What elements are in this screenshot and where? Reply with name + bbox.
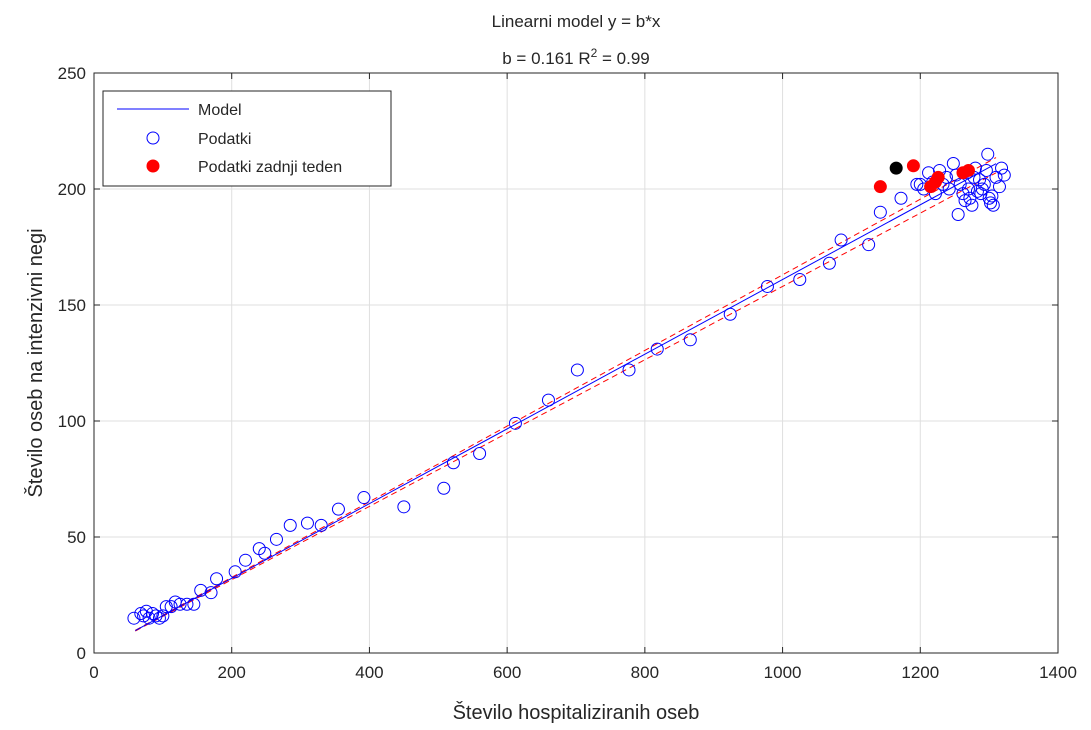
legend-last-week-swatch (146, 159, 160, 173)
data-point (238, 553, 252, 567)
legend: Model Podatki Podatki zadnji teden (102, 90, 392, 187)
data-point (995, 161, 1009, 175)
confidence-lower-line (135, 172, 997, 632)
x-tick-label: 1000 (764, 663, 802, 682)
data-point (570, 363, 584, 377)
data-point (437, 481, 451, 495)
data-point (159, 600, 173, 614)
plot-area-frame (93, 72, 1059, 654)
last-week-point (906, 159, 920, 173)
data-point (985, 189, 999, 203)
data-point (942, 182, 956, 196)
data-point (314, 518, 328, 532)
data-point (977, 177, 991, 191)
data-points (127, 147, 1011, 625)
data-point (228, 565, 242, 579)
data-point (357, 491, 371, 505)
data-point (300, 516, 314, 530)
data-point (961, 182, 975, 196)
data-point (834, 233, 848, 247)
data-point (210, 572, 224, 586)
legend-data-label: Podatki (198, 131, 251, 148)
data-point (982, 191, 996, 205)
data-point (760, 279, 774, 293)
data-point (173, 597, 187, 611)
data-point (508, 416, 522, 430)
y-tick-label: 0 (77, 644, 86, 663)
data-point (910, 177, 924, 191)
chart-subtitle: b = 0.161 R2 = 0.99 (502, 46, 650, 68)
y-tick-label: 50 (67, 528, 86, 547)
last-week-point (931, 170, 945, 184)
latest-point (889, 161, 903, 175)
x-tick-label: 1200 (901, 663, 939, 682)
data-point (793, 272, 807, 286)
y-axis-label: Število oseb na intenzivni negi (24, 228, 47, 497)
data-point (146, 607, 160, 621)
data-point (446, 456, 460, 470)
data-point (180, 597, 194, 611)
data-point (822, 256, 836, 270)
data-point (397, 500, 411, 514)
axis-ticks: 0 200 400 600 800 1000 1200 1400 0 50 100 150 200 250 (58, 64, 1077, 682)
data-point (164, 600, 178, 614)
data-point (986, 198, 1000, 212)
legend-last-week-label: Podatki zadnji teden (198, 159, 342, 176)
model-line (135, 163, 997, 632)
data-point (269, 532, 283, 546)
data-point (156, 609, 170, 623)
y-tick-label: 100 (58, 412, 86, 431)
last-week-point (961, 163, 975, 177)
data-point (142, 611, 156, 625)
last-week-point (873, 180, 887, 194)
x-tick-label: 600 (493, 663, 521, 682)
data-point (283, 518, 297, 532)
x-tick-label: 1400 (1039, 663, 1077, 682)
data-point (894, 191, 908, 205)
y-tick-label: 250 (58, 64, 86, 83)
data-point (981, 147, 995, 161)
data-point (965, 198, 979, 212)
confidence-band (135, 157, 997, 632)
x-axis-label: Število hospitaliziranih oseb (453, 701, 700, 724)
data-point (979, 163, 993, 177)
x-tick-label: 400 (355, 663, 383, 682)
legend-data-swatch (146, 131, 160, 145)
data-point (862, 238, 876, 252)
data-point (951, 208, 965, 222)
data-point (331, 502, 345, 516)
data-point (683, 333, 697, 347)
x-tick-label: 200 (218, 663, 246, 682)
data-point (152, 611, 166, 625)
data-point (963, 191, 977, 205)
data-point (992, 180, 1006, 194)
data-point (650, 342, 664, 356)
data-point (194, 583, 208, 597)
x-tick-label: 0 (89, 663, 98, 682)
data-point (997, 168, 1011, 182)
data-point (258, 546, 272, 560)
y-tick-label: 200 (58, 180, 86, 199)
data-point (984, 196, 998, 210)
model-fit-line (135, 163, 997, 632)
data-point (973, 173, 987, 187)
data-point (127, 611, 141, 625)
legend-model-label: Model (198, 102, 242, 119)
data-point (622, 363, 636, 377)
chart-title: Linearni model y = b*x (492, 12, 661, 31)
x-tick-label: 800 (631, 663, 659, 682)
data-point (473, 446, 487, 460)
data-point (873, 205, 887, 219)
confidence-upper-line (135, 157, 997, 631)
y-tick-label: 150 (58, 296, 86, 315)
